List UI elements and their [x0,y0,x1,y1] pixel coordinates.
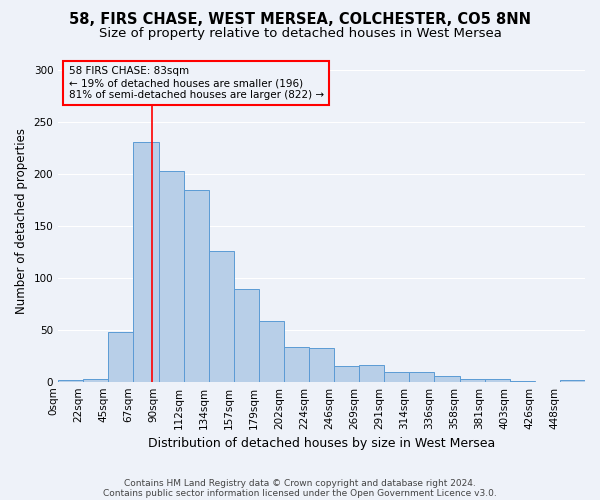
Text: Contains HM Land Registry data © Crown copyright and database right 2024.: Contains HM Land Registry data © Crown c… [124,478,476,488]
Bar [234,290,259,382]
Bar [409,372,434,382]
Bar [83,378,109,382]
Bar [385,372,409,382]
Bar [259,322,284,382]
Bar [334,366,359,382]
Bar [58,380,83,382]
Bar [510,380,535,382]
Bar [209,251,234,382]
Bar [109,332,133,382]
Bar [284,348,309,382]
Text: 58, FIRS CHASE, WEST MERSEA, COLCHESTER, CO5 8NN: 58, FIRS CHASE, WEST MERSEA, COLCHESTER,… [69,12,531,28]
Text: Size of property relative to detached houses in West Mersea: Size of property relative to detached ho… [98,28,502,40]
Bar [158,171,184,382]
Bar [434,376,460,382]
Text: 58 FIRS CHASE: 83sqm
← 19% of detached houses are smaller (196)
81% of semi-deta: 58 FIRS CHASE: 83sqm ← 19% of detached h… [69,66,324,100]
Bar [184,190,209,382]
Bar [485,378,510,382]
Text: Contains public sector information licensed under the Open Government Licence v3: Contains public sector information licen… [103,488,497,498]
Bar [359,365,385,382]
Bar [560,380,585,382]
Y-axis label: Number of detached properties: Number of detached properties [15,128,28,314]
Bar [309,348,334,382]
Bar [460,378,485,382]
X-axis label: Distribution of detached houses by size in West Mersea: Distribution of detached houses by size … [148,437,495,450]
Bar [133,142,158,382]
